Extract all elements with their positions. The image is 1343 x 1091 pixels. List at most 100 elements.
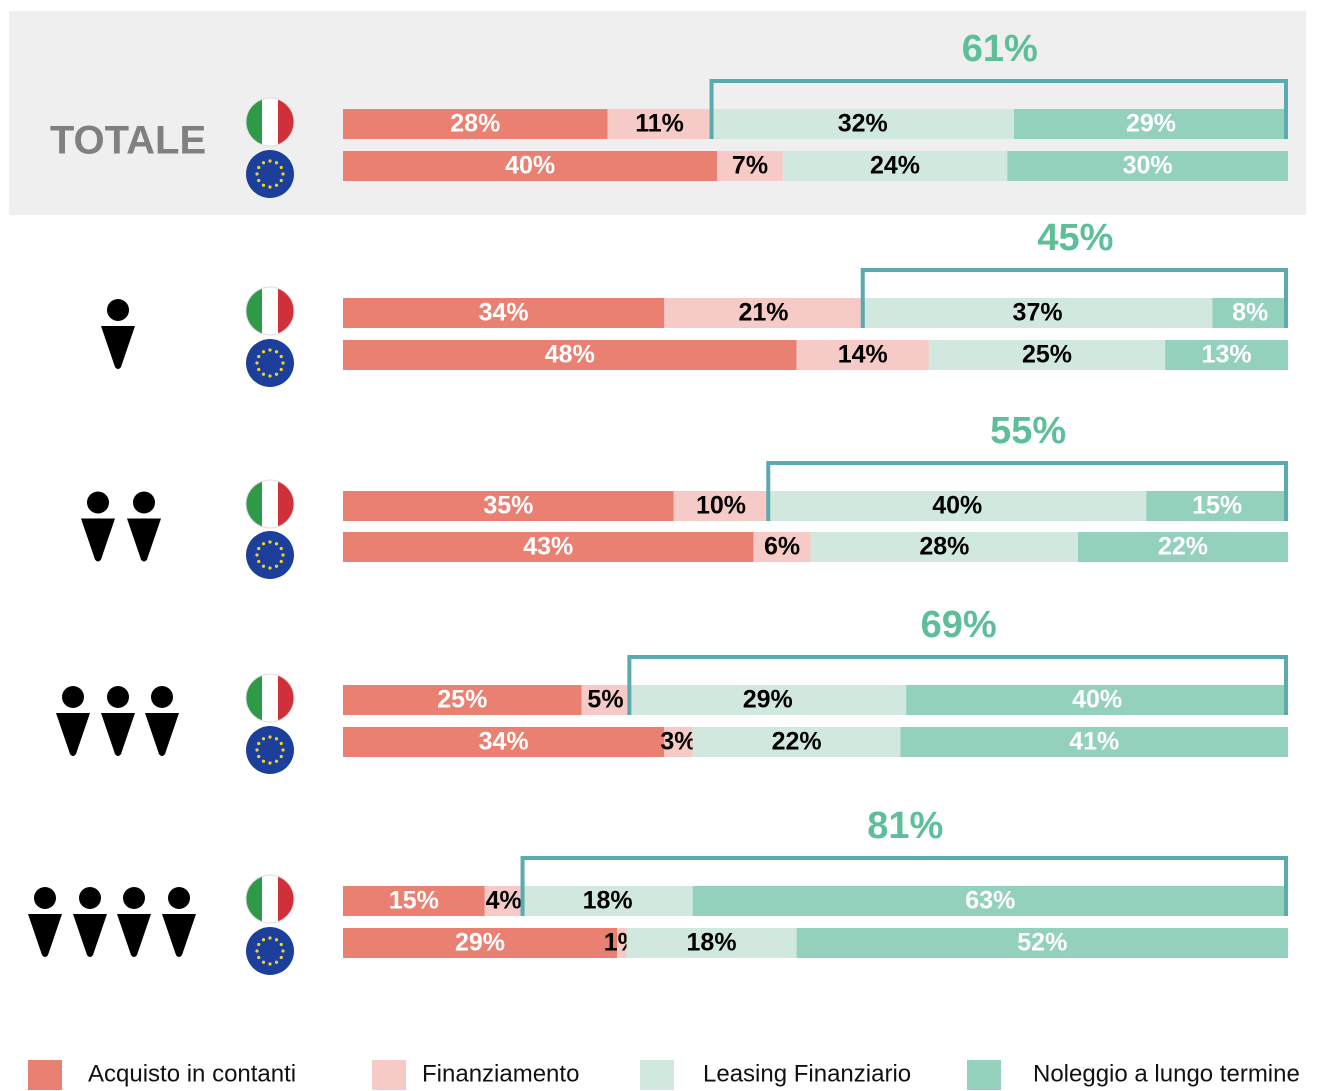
segment-label: 25% [437,686,487,714]
bar-segment [796,928,1288,958]
eu-star [279,367,283,372]
segment-label: 7% [732,152,768,180]
stripe-white [262,480,278,528]
bar-segment [343,727,665,757]
eu-star [268,540,272,544]
segment-label: 13% [1202,341,1252,369]
person-body [28,914,62,957]
segment-label: 4% [486,887,522,915]
person-head [168,887,190,909]
legend-swatch [372,1060,406,1090]
eu-star [261,372,266,376]
annotation-bracket [520,856,1288,916]
bar-segment [717,151,783,181]
stripe-green [246,674,262,722]
annotation-bracket [766,461,1288,521]
eu-star [274,542,279,546]
eu-star [279,942,283,947]
eu-star [255,172,259,176]
bar-segment [626,928,797,958]
stripe-white [262,875,278,923]
flag-italy [245,673,295,723]
stripe-red [278,98,294,146]
eu-star [279,546,283,551]
bar-segment [1165,340,1288,370]
bar-segment [617,928,627,958]
eu-star [261,350,266,354]
flag-italy [245,874,295,924]
stripe-green [246,480,262,528]
eu-star [261,737,266,741]
segment-label: 29% [1126,110,1176,138]
segment-label: 21% [739,299,789,327]
bar-segment [629,685,907,715]
bar-segment [343,491,674,521]
person-head [123,887,145,909]
stripe-red [278,875,294,923]
segment-label: 15% [389,887,439,915]
eu-star [268,735,272,739]
segment-label: 18% [583,887,633,915]
eu-star [261,161,266,165]
bar-segment [796,340,929,370]
eu-star [279,741,283,746]
segment-label: 22% [772,728,822,756]
flag-rim [245,97,295,147]
flag-rim [245,874,295,924]
person-head [107,299,129,321]
eu-star [268,348,272,352]
person-body [162,914,196,957]
person-body [81,518,115,562]
annotation-label: 61% [962,28,1038,70]
flag-eu [246,150,294,198]
eu-star [279,165,283,170]
bar-segment [900,727,1288,757]
segment-label: 29% [455,929,505,957]
eu-star [268,936,272,940]
bar-segment [607,109,712,139]
person-body [117,914,151,957]
annotation-label: 81% [867,805,943,847]
segment-label: 15% [1192,492,1242,520]
eu-star [274,350,279,354]
bar-segment [692,727,901,757]
segment-label: 22% [1158,533,1208,561]
segment-label: 25% [1022,341,1072,369]
bar-segment [906,685,1288,715]
bar-segment [343,685,582,715]
eu-star [268,566,272,570]
flag-italy [245,479,295,529]
eu-star [274,938,279,942]
stripe-white [262,98,278,146]
bar-segment [692,886,1288,916]
segment-label: 28% [450,110,500,138]
annotation-bracket [860,268,1288,328]
eu-star [261,938,266,942]
annotation-bracket [709,79,1288,139]
eu-star [268,159,272,163]
bar-segment [810,532,1078,562]
person-body [101,713,135,756]
eu-star [274,564,279,568]
person-body [56,713,90,756]
bar-segment [343,532,754,562]
person-head [151,686,173,708]
eu-star [268,962,272,966]
bar-segment [664,298,863,328]
eu-star [281,748,285,752]
segment-label: 41% [1069,728,1119,756]
eu-star [261,564,266,568]
legend-swatch [28,1060,62,1090]
bar-segment [711,109,1014,139]
person-body [101,326,135,369]
eu-star [268,185,272,189]
eu-star [274,737,279,741]
eu-star [257,942,261,947]
eu-star [255,949,259,953]
eu-star [281,553,285,557]
flag-rim [245,286,295,336]
bar-segment [343,340,797,370]
legend-swatch [967,1060,1001,1090]
segment-label: 43% [523,533,573,561]
segment-label: 37% [1013,299,1063,327]
